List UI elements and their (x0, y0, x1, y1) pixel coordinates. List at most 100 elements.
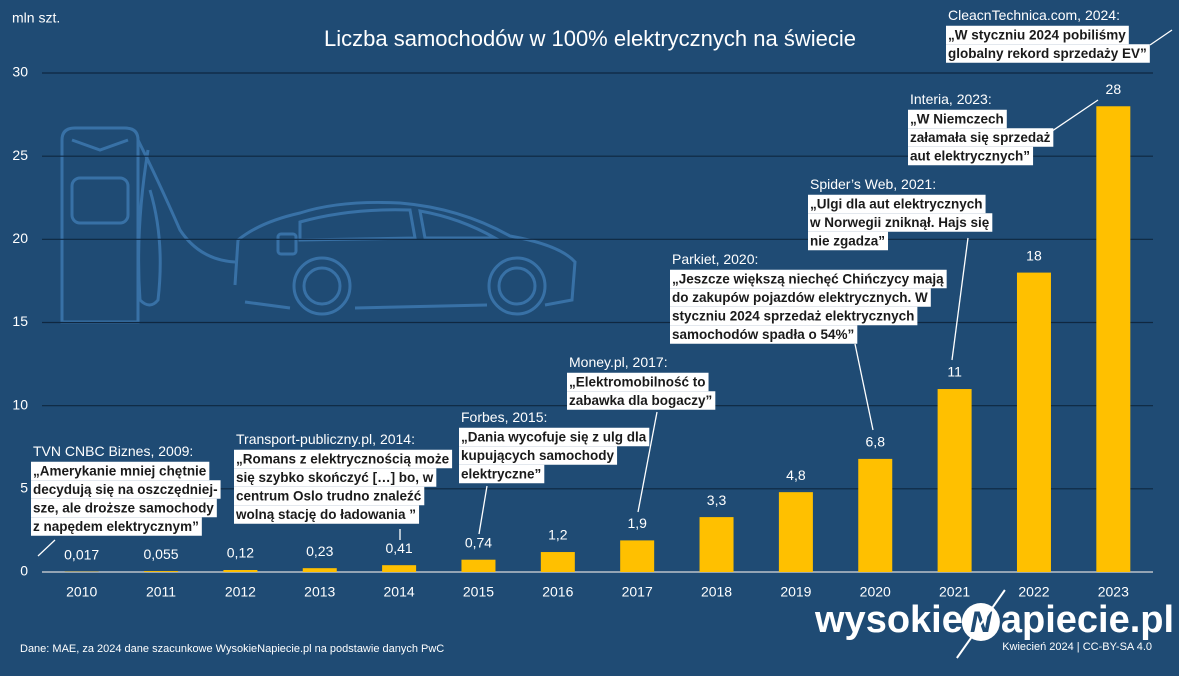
annotation: TVN CNBC Biznes, 2009: „Amerykanie mniej … (31, 443, 221, 557)
bar (620, 540, 655, 572)
y-tick-label: 0 (20, 563, 28, 579)
annotation-box (31, 498, 217, 518)
x-tick-label: 2015 (463, 584, 494, 600)
x-tick-label: 2021 (939, 584, 970, 600)
value-label: 0,41 (385, 540, 412, 556)
annotation-text: elektryczne” (461, 467, 541, 482)
annotation-text: sze, ale droższe samochody (33, 501, 214, 516)
bar (1016, 272, 1051, 572)
bar (144, 571, 179, 572)
annotation: Spider’s Web, 2021: „Ulgi dla aut elektry… (808, 176, 993, 361)
annotation-text: samochodów spadła o 54%” (672, 327, 854, 342)
annotation-box (908, 146, 1034, 166)
bar (1096, 106, 1131, 573)
annotation-box (670, 325, 858, 344)
annotation-box (670, 269, 947, 289)
annotation-box (670, 306, 918, 326)
value-label: 0,12 (227, 545, 254, 561)
annotation-box (459, 464, 545, 484)
annotation: CleacnTechnica.com, 2024: „W styczniu 202… (946, 7, 1173, 63)
annotation-box (808, 194, 986, 214)
annotation-box (234, 486, 425, 506)
leader-line (1149, 29, 1173, 46)
annotation-text: centrum Oslo trudno znaleźć (236, 489, 422, 504)
annotation-box (459, 427, 650, 447)
annotation-text: „W styczniu 2024 pobiliśmy (948, 28, 1126, 43)
bar (382, 565, 417, 572)
x-tick-label: 2020 (860, 584, 891, 600)
annotation-text: zabawka dla bogaczy” (569, 393, 712, 408)
annotation-box (946, 44, 1150, 63)
annotation-text: „Jeszcze większą niechęć Chińczycy mają (672, 272, 944, 287)
annotation-box (234, 468, 437, 487)
x-tick-label: 2022 (1018, 584, 1049, 600)
annotation-source: Parkiet, 2020: (672, 251, 758, 267)
annotation-source: Forbes, 2015: (461, 409, 547, 425)
x-tick-label: 2014 (384, 584, 415, 600)
brand-text: apiecie.pl (1001, 599, 1174, 641)
annotation-source: Spider’s Web, 2021: (810, 176, 936, 192)
annotation: Parkiet, 2020: „Jeszcze większą niechęć C… (670, 251, 947, 431)
annotation-box (234, 449, 453, 469)
annotation-text: „Amerykanie mniej chętnie (33, 464, 207, 479)
leader-line (854, 343, 874, 431)
y-tick-label: 10 (12, 396, 28, 412)
leader-line (478, 485, 488, 535)
x-tick-label: 2023 (1098, 584, 1129, 600)
y-tick-label: 25 (12, 147, 28, 163)
annotation-text: do zakupów pojazdów elektrycznych. W (672, 290, 928, 305)
y-tick-label: 30 (12, 64, 28, 80)
value-label: 18 (1026, 247, 1042, 263)
x-tick-label: 2012 (225, 584, 256, 600)
value-label: 0,055 (144, 546, 179, 562)
bar (858, 458, 893, 572)
annotation: Interia, 2023: „W Niemczech załamała się s… (908, 91, 1099, 166)
annotation-text: aut elektrycznych” (910, 149, 1030, 164)
y-tick-label: 5 (20, 480, 28, 496)
value-label: 0,017 (64, 546, 99, 562)
value-label: 4,8 (786, 467, 806, 483)
annotation-source: Transport-publiczny.pl, 2014: (236, 431, 415, 447)
bar (223, 570, 258, 572)
brand: wysokieNapiecie.pl (814, 589, 1174, 659)
brand-logo (961, 603, 1000, 641)
annotation-text: „Elektromobilność to (569, 375, 706, 390)
value-label: 3,3 (707, 492, 727, 508)
annotation-text: styczniu 2024 sprzedaż elektrycznych (672, 309, 914, 324)
annotation-source: Interia, 2023: (910, 91, 992, 107)
value-label: 0,23 (306, 543, 333, 559)
annotation-box (31, 517, 202, 536)
leader-line (637, 411, 658, 513)
footnote: Dane: MAE, za 2024 dane szacunkowe Wysok… (20, 643, 444, 655)
annotation-source: TVN CNBC Biznes, 2009: (33, 443, 193, 459)
value-label: 1,9 (627, 515, 647, 531)
x-tick-label: 2019 (780, 584, 811, 600)
value-label: 1,2 (548, 527, 568, 543)
x-tick-label: 2010 (66, 584, 97, 600)
annotation-box (808, 213, 993, 232)
annotation-text: „W Niemczech (910, 112, 1004, 127)
annotation-text: wolną stację do ładowania ” (235, 507, 416, 522)
x-tick-label: 2016 (542, 584, 573, 600)
annotation: Forbes, 2015: „Dania wycofuje się z ulg d… (459, 409, 650, 535)
annotation: Money.pl, 2017: „Elektromobilność to zabaw… (567, 354, 716, 513)
annotation-text: decydują się na oszczędniej- (33, 482, 218, 497)
leader-line (951, 237, 969, 361)
y-axis-label: mln szt. (12, 10, 60, 26)
credit: Kwiecień 2024 | CC-BY-SA 4.0 (1002, 641, 1152, 653)
leader-line (37, 539, 56, 557)
x-tick-label: 2011 (146, 584, 176, 600)
annotation: Transport-publiczny.pl, 2014: „Romans z e… (234, 431, 453, 540)
annotation-box (946, 25, 1129, 45)
annotation-box (808, 231, 889, 251)
annotation-box (670, 288, 931, 307)
value-label: 28 (1106, 81, 1122, 97)
annotation-text: globalny rekord sprzedaży EV” (948, 46, 1147, 61)
annotation-text: z napędem elektrycznym” (33, 519, 199, 534)
chart-title: Liczba samochodów w 100% elektrycznych n… (324, 26, 856, 51)
illustration (60, 126, 577, 324)
annotation-text: kupujących samochody (461, 448, 615, 463)
x-tick-label: 2017 (622, 584, 653, 600)
